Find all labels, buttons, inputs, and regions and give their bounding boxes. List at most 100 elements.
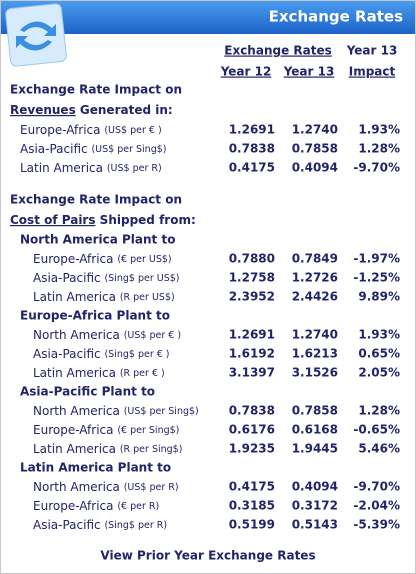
unit: (US$ per Sing$): [124, 406, 199, 417]
year12-value: 1.9235: [229, 442, 275, 456]
unit: (€ per R): [117, 501, 159, 512]
year13-value: 1.2740: [292, 123, 338, 137]
year13-value: 0.7858: [292, 404, 338, 418]
impact-value: -9.70%: [353, 480, 400, 494]
region: Asia-Pacific: [33, 518, 101, 532]
region: Asia-Pacific: [33, 347, 101, 361]
year13-value: 0.4094: [292, 161, 338, 175]
impact-value: 1.28%: [358, 142, 400, 156]
year13-value: 1.9445: [292, 442, 338, 456]
unit: (US$ per R): [107, 163, 162, 174]
row-label: Asia-Pacific (Sing$ per € ): [33, 347, 170, 361]
year12-value: 0.4175: [229, 161, 275, 175]
header-bar: [1, 1, 415, 34]
row-label: Asia-Pacific (Sing$ per R): [33, 518, 167, 532]
unit: (R per US$): [120, 292, 175, 303]
year12-value: 0.4175: [229, 480, 275, 494]
column-header: Year 13: [346, 44, 398, 58]
year13-value: 1.6213: [292, 347, 338, 361]
year13-value: 0.4094: [292, 480, 338, 494]
heading-rest: Generated in:: [76, 103, 173, 117]
row-label: North America (US$ per Sing$): [33, 404, 199, 418]
row-label: North America (US$ per R): [33, 480, 179, 494]
year13-value: 1.2726: [292, 271, 338, 285]
year12-value: 1.2691: [229, 328, 275, 342]
region: Europe-Africa: [20, 123, 101, 137]
year12-value: 0.6176: [229, 423, 275, 437]
row-label: Latin America (R per Sing$): [33, 442, 182, 456]
impact-value: 5.46%: [358, 442, 400, 456]
region: Latin America: [33, 290, 116, 304]
year12-value: 1.6192: [229, 347, 275, 361]
year12-value: 0.7880: [229, 252, 275, 266]
column-header: Year 13: [283, 65, 335, 79]
impact-value: 1.93%: [358, 123, 400, 137]
section-heading: Exchange Rate Impact on: [10, 193, 182, 207]
impact-value: 0.65%: [358, 347, 400, 361]
group-title: Asia-Pacific Plant to: [20, 385, 155, 399]
region: Latin America: [20, 161, 103, 175]
unit: (€ per Sing$): [117, 425, 179, 436]
row-label: Latin America (R per € ): [33, 366, 165, 380]
region: Latin America: [33, 442, 116, 456]
year13-value: 0.7858: [292, 142, 338, 156]
region: Asia-Pacific: [33, 271, 101, 285]
region: Latin America: [33, 366, 116, 380]
prior-year-link[interactable]: View Prior Year Exchange Rates: [100, 549, 315, 563]
year13-value: 0.7849: [292, 252, 338, 266]
impact-value: -2.04%: [353, 499, 400, 513]
impact-value: -0.65%: [353, 423, 400, 437]
row-label: Europe-Africa (US$ per € ): [20, 123, 162, 137]
impact-value: 9.89%: [358, 290, 400, 304]
year12-value: 0.5199: [229, 518, 275, 532]
year13-value: 0.3172: [292, 499, 338, 513]
year12-value: 1.2691: [229, 123, 275, 137]
group-title: Latin America Plant to: [20, 461, 171, 475]
row-label: Latin America (US$ per R): [20, 161, 162, 175]
column-header: Impact: [349, 65, 396, 79]
impact-value: -1.25%: [353, 271, 400, 285]
row-label: Europe-Africa (€ per US$): [33, 252, 172, 266]
row-label: Europe-Africa (€ per Sing$): [33, 423, 179, 437]
unit: (US$ per € ): [124, 330, 181, 341]
unit: (Sing$ per € ): [104, 349, 169, 360]
year12-value: 3.1397: [229, 366, 275, 380]
impact-value: 1.28%: [358, 404, 400, 418]
header-title: Exchange Rates: [269, 8, 403, 26]
year12-value: 0.7838: [229, 404, 275, 418]
unit: (€ per US$): [117, 254, 171, 265]
row-label: Asia-Pacific (Sing$ per US$): [33, 271, 179, 285]
region: North America: [33, 480, 120, 494]
unit: (Sing$ per R): [104, 520, 167, 531]
unit: (US$ per R): [124, 482, 179, 493]
unit: (US$ per € ): [104, 125, 161, 136]
unit: (US$ per Sing$): [91, 144, 166, 155]
row-label: North America (US$ per € ): [33, 328, 181, 342]
group-title: Europe-Africa Plant to: [20, 309, 170, 323]
exchange-icon: [5, 3, 67, 67]
section-heading: Revenues Generated in:: [10, 103, 173, 117]
impact-value: -9.70%: [353, 161, 400, 175]
year13-value: 2.4426: [292, 290, 338, 304]
column-header: Year 12: [220, 65, 272, 79]
impact-value: -1.97%: [353, 252, 400, 266]
region: Europe-Africa: [33, 423, 114, 437]
year12-value: 1.2758: [229, 271, 275, 285]
year13-value: 1.2740: [292, 328, 338, 342]
unit: (R per Sing$): [120, 444, 183, 455]
row-label: Europe-Africa (€ per R): [33, 499, 159, 513]
section-heading: Cost of Pairs Shipped from:: [10, 213, 196, 227]
row-label: Asia-Pacific (US$ per Sing$): [20, 142, 166, 156]
impact-value: -5.39%: [353, 518, 400, 532]
region: Asia-Pacific: [20, 142, 88, 156]
column-group-header: Exchange Rates: [224, 44, 332, 58]
underlined-term: Cost of Pairs: [10, 213, 96, 227]
region: North America: [33, 328, 120, 342]
region: North America: [33, 404, 120, 418]
heading-rest: Shipped from:: [96, 213, 196, 227]
year12-value: 0.3185: [229, 499, 275, 513]
underlined-term: Revenues: [10, 103, 76, 117]
impact-value: 1.93%: [358, 328, 400, 342]
